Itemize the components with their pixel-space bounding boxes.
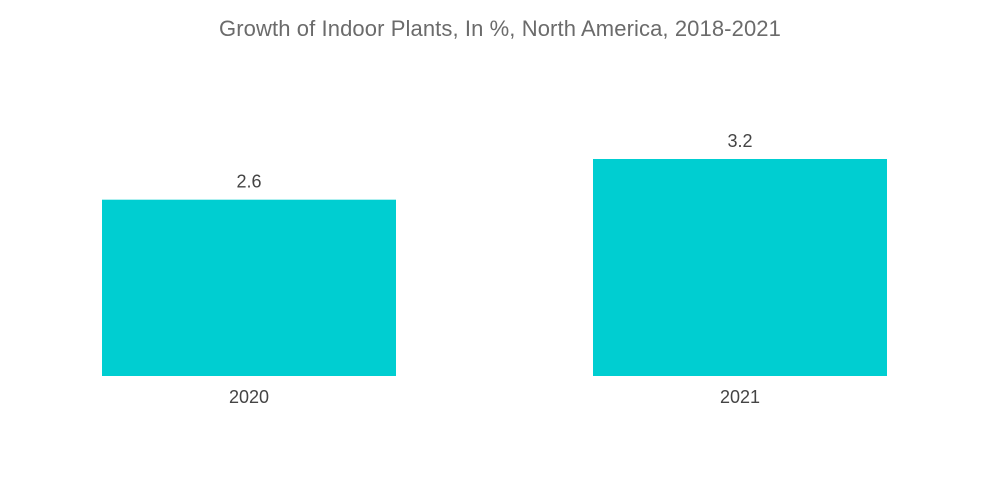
bar-2020 (102, 199, 396, 376)
chart-title: Growth of Indoor Plants, In %, North Ame… (219, 16, 781, 41)
x-tick-label-2020: 2020 (229, 387, 269, 407)
x-tick-label-2021: 2021 (720, 387, 760, 407)
bar-value-label-2020: 2.6 (236, 172, 261, 192)
bar-2021 (593, 159, 887, 376)
bar-value-label-2021: 3.2 (727, 131, 752, 151)
